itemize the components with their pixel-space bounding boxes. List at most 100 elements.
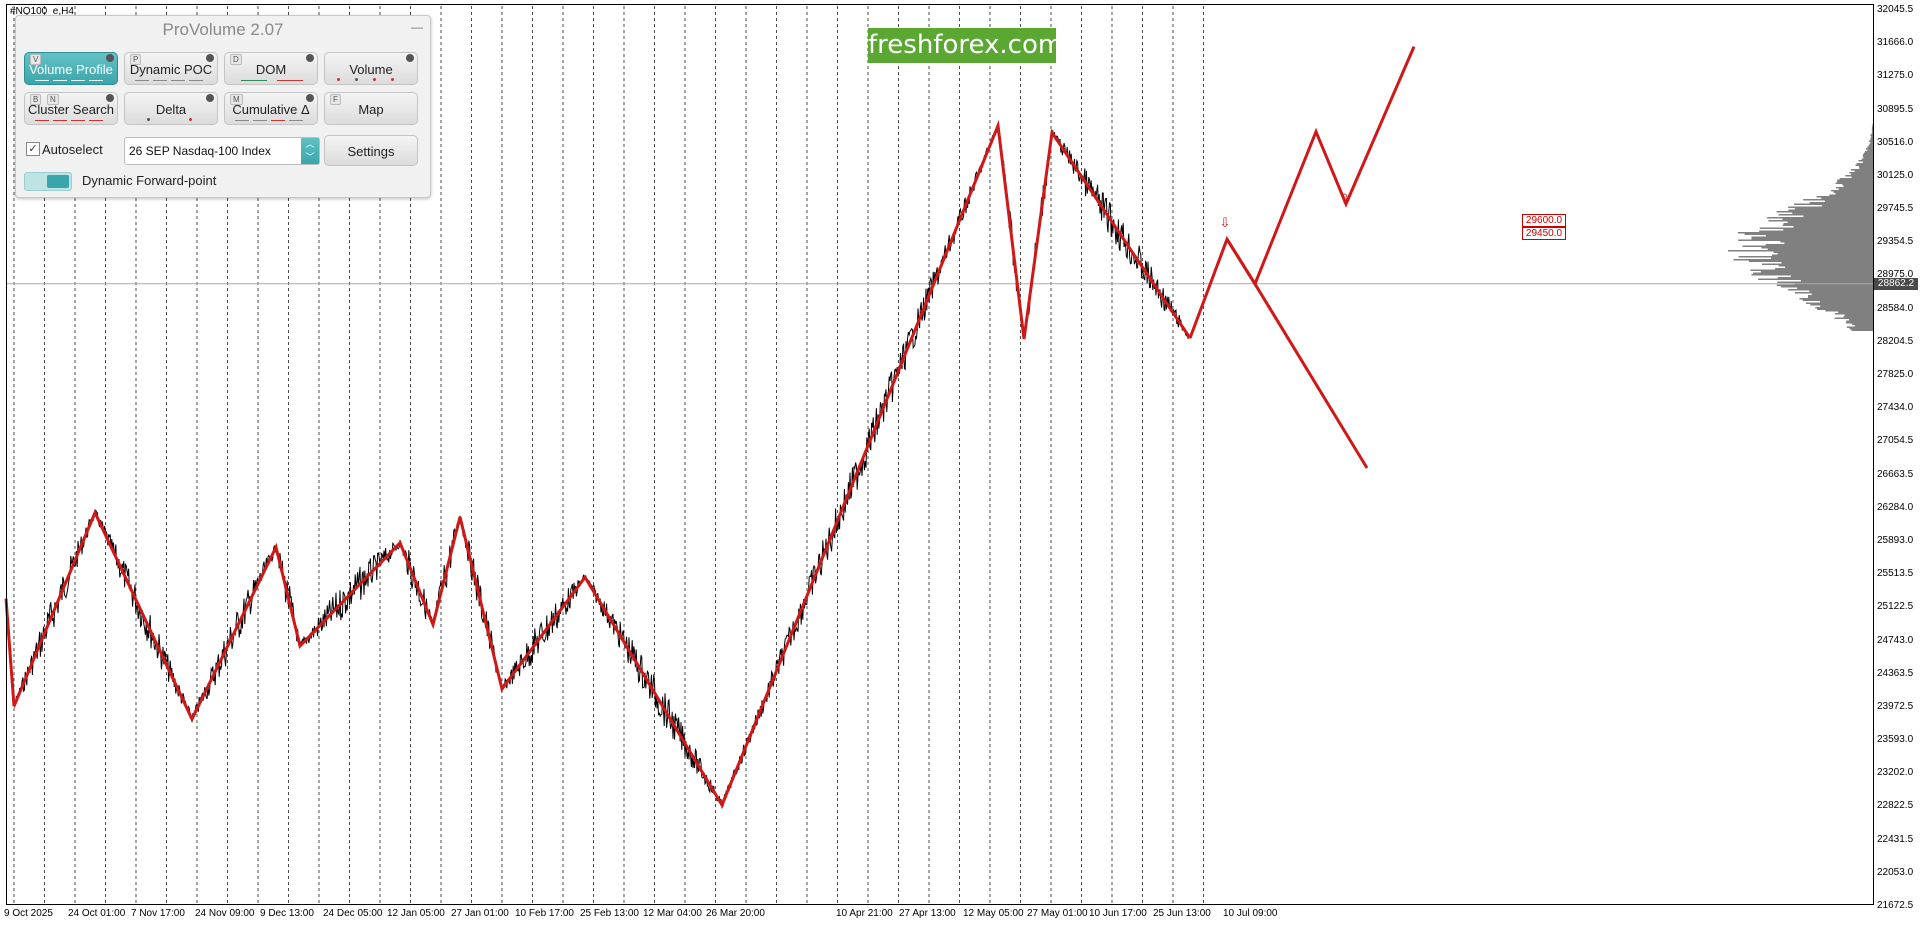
profile-bar [1861,158,1874,160]
price-tick-label: 30895.5 [1877,103,1914,115]
profile-bar [1858,166,1874,168]
profile-bar [1843,316,1874,318]
spinner-icon[interactable]: ︿ ﹀ [301,138,319,164]
button-label: Settings [347,144,395,159]
profile-bar [1794,292,1874,294]
profile-bar [1807,296,1874,298]
autoselect-checkbox[interactable]: ✓ [26,142,40,156]
profile-bar [1771,257,1874,259]
profile-bar [1870,137,1874,139]
minimize-icon[interactable]: — [411,20,423,34]
price-level-label[interactable]: 29600.0 [1522,214,1566,227]
profile-bar [1824,200,1874,202]
button-label: Cumulative Δ [232,102,310,117]
gear-icon[interactable] [206,54,214,62]
price-level-label[interactable]: 29450.0 [1522,227,1566,240]
profile-bar [1863,157,1874,159]
profile-bar [1767,217,1874,219]
profile-bar [1817,308,1874,310]
map-button[interactable]: F Map [324,92,418,125]
profile-bar [1865,148,1874,150]
profile-bar [1854,170,1874,172]
profile-bar [1788,209,1874,211]
profile-bar [1825,310,1874,312]
price-tick-label: 25513.5 [1877,568,1914,580]
volume-button[interactable]: Volume [324,52,418,85]
dynamic-poc-button[interactable]: P Dynamic POC [124,52,218,85]
dom-button[interactable]: D DOM [224,52,318,85]
gear-icon[interactable] [306,94,314,102]
volume-profile [1728,115,1874,331]
instrument-value: 26 SEP Nasdaq-100 Index [129,144,271,158]
profile-bar [1829,194,1874,196]
profile-bar [1859,167,1874,169]
profile-bar [1785,266,1874,268]
profile-bar [1863,152,1874,154]
current-price-tag: 28862.2 [1874,278,1918,290]
cumulative-delta-button[interactable]: M Cumulative Δ [224,92,318,125]
delta-button[interactable]: Delta [124,92,218,125]
profile-bar [1872,124,1874,126]
profile-bar [1842,184,1874,186]
profile-bar [1871,128,1874,130]
profile-bar [1759,227,1874,229]
time-tick-label: 12 Mar 04:00 [643,908,702,919]
profile-bar [1839,178,1874,180]
hotkey-badge: M [230,94,243,105]
forward-point-toggle[interactable] [24,172,72,191]
profile-bar [1834,313,1874,315]
profile-bar [1835,182,1874,184]
price-tick-label: 29354.5 [1877,236,1914,248]
instrument-select[interactable]: 26 SEP Nasdaq-100 Index ︿ ﹀ [124,137,320,165]
gear-icon[interactable] [106,94,114,102]
cluster-search-button[interactable]: B N Cluster Search [24,92,118,125]
time-tick-label: 25 Feb 13:00 [580,908,639,919]
hotkey-badge: P [130,54,142,65]
profile-bar [1868,140,1874,142]
time-tick-label: 24 Nov 09:00 [195,908,255,919]
time-tick-label: 24 Oct 01:00 [68,908,126,919]
profile-bar [1777,253,1874,255]
profile-bar [1802,299,1874,301]
gear-icon[interactable] [406,54,414,62]
profile-bar [1792,212,1874,214]
profile-bar [1751,236,1874,238]
up-arrow-icon: ⇧ [1340,191,1351,206]
profile-bar [1773,251,1874,253]
profile-bar [1838,188,1874,190]
chart-symbol: #NQ100_e,H4 [10,6,74,17]
gear-icon[interactable] [306,54,314,62]
profile-bar [1819,301,1874,303]
time-tick-label: 24 Dec 05:00 [323,908,383,919]
panel-title: ProVolume 2.07 [162,20,284,39]
time-tick-label: 10 Feb 17:00 [515,908,574,919]
price-tick-label: 32045.5 [1877,4,1914,15]
profile-bar [1867,146,1874,148]
profile-bar [1851,329,1874,331]
profile-bar [1869,143,1874,145]
price-tick-label: 27825.0 [1877,369,1914,381]
time-tick-label: 27 Jan 01:00 [451,908,509,919]
profile-bar [1751,274,1874,276]
profile-bar [1800,280,1874,282]
hotkey-badge: B [30,94,42,105]
profile-bar [1809,202,1874,204]
profile-bar [1748,260,1874,262]
gear-icon[interactable] [206,94,214,102]
volume-profile-button[interactable]: V Volume Profile [24,52,118,85]
profile-bar [1768,220,1874,222]
price-tick-label: 28975.0 [1877,269,1914,281]
profile-bar [1849,172,1874,174]
profile-bar [1871,136,1874,138]
profile-bar [1844,314,1874,316]
gear-icon[interactable] [106,54,114,62]
profile-bar [1737,232,1874,234]
settings-button[interactable]: Settings [324,135,418,166]
price-tick-label: 22053.0 [1877,866,1914,878]
profile-bar [1738,256,1874,258]
price-tick-label: 28204.5 [1877,335,1914,347]
price-tick-label: 27434.0 [1877,402,1914,414]
profile-bar [1838,311,1874,313]
profile-bar [1771,254,1874,256]
